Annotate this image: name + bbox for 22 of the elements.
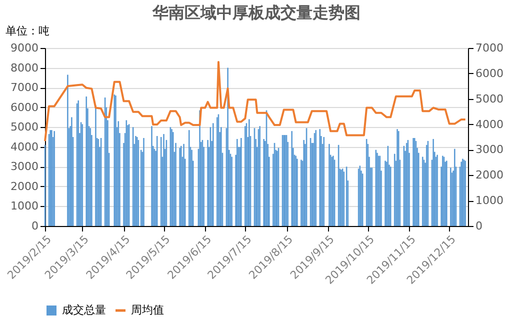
y2-tick-label: 3000 [476,143,504,156]
chart-title: 华南区域中厚板成交量走势图 [152,3,360,22]
y2-tick-label: 2000 [476,168,504,182]
y-tick-label: 0 [32,220,38,232]
y-tick-label: 8000 [10,61,38,74]
y-tick-label: 1000 [10,200,38,213]
y2-tick-label: 1000 [476,194,504,208]
y-tick-label: 6000 [10,100,38,114]
y-tick-label: 5000 [10,120,38,134]
legend-label: 成交总量 [62,304,106,316]
y-tick-label: 2000 [10,180,38,193]
y-tick-label: 9000 [10,42,38,54]
y2-tick-label: 4000 [476,118,504,131]
y-axis-title: 单位：吨 [6,24,50,38]
legend-label: 周均值 [131,304,164,316]
y2-tick-label: 0 [476,220,482,232]
y-tick-label: 3000 [10,160,38,174]
y-tick-label: 4000 [10,140,38,154]
y-tick-label: 7000 [10,81,38,94]
y2-tick-label: 5000 [476,92,504,106]
y2-tick-label: 7000 [476,42,504,54]
y2-tick-label: 6000 [476,66,504,80]
